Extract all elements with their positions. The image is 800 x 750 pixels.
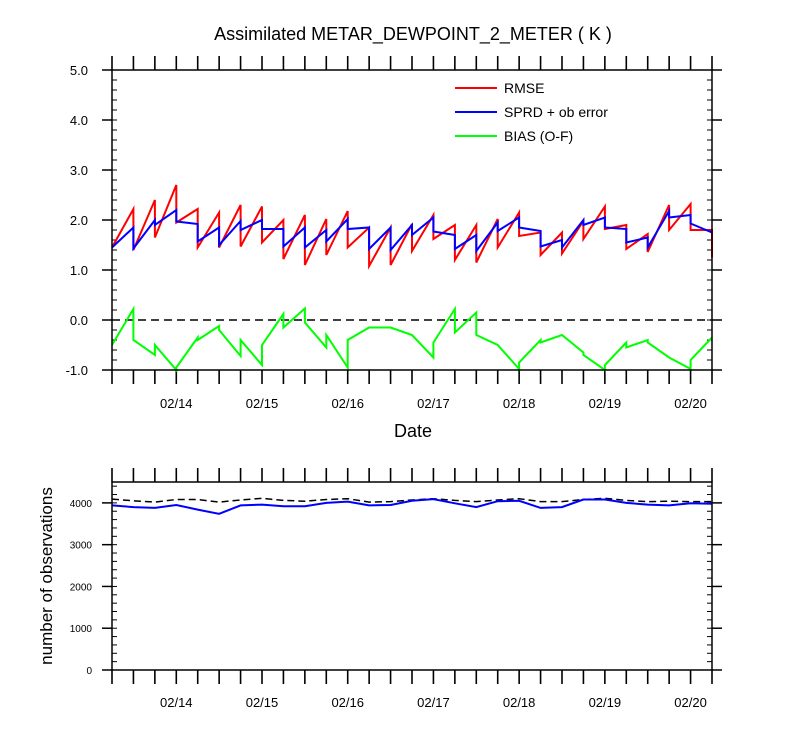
chart-title: Assimilated METAR_DEWPOINT_2_METER ( K ): [214, 24, 612, 45]
obs-plot-frame: [111, 481, 713, 671]
x-tick-label: 02/18: [503, 396, 536, 411]
obs-y-tick-label: 1000: [70, 624, 93, 635]
y-tick-label: 5.0: [70, 63, 88, 78]
obs-y-tick-label: 2000: [70, 582, 93, 593]
obs-x-tick-label: 02/17: [417, 695, 450, 710]
bottom-chart: 0 1000 2000 3000 4000 02/14 02/15 02/16 02/17 02/…: [37, 468, 722, 710]
x-tick-label: 02/16: [331, 396, 364, 411]
x-tick-label: 02/19: [589, 396, 622, 411]
y-tick-label: 1.0: [70, 263, 88, 278]
y-tick-label: 4.0: [70, 113, 88, 128]
obs-x-tick-label: 02/19: [589, 695, 622, 710]
obs-y-tick-label: 4000: [70, 499, 93, 510]
x-tick-label: 02/15: [246, 396, 279, 411]
plot-frame: [111, 69, 713, 371]
x-axis-label: Date: [394, 421, 432, 441]
x-tick-label: 02/14: [160, 396, 193, 411]
series-line-bias: [111, 305, 713, 373]
top-chart: Assimilated METAR_DEWPOINT_2_METER ( K )…: [66, 24, 722, 441]
obs-x-tick-label: 02/20: [674, 695, 707, 710]
obs-x-tick-label: 02/14: [160, 695, 193, 710]
legend-label-sprd: SPRD + ob error: [504, 104, 608, 120]
x-tick-label: 02/20: [674, 396, 707, 411]
obs-x-tick-label: 02/18: [503, 695, 536, 710]
obs-x-tick-label: 02/15: [246, 695, 279, 710]
obs-y-tick-label: 0: [86, 666, 92, 677]
y-tick-label: 3.0: [70, 163, 88, 178]
series-line-rmse: [111, 184, 713, 270]
y-tick-label: 2.0: [70, 213, 88, 228]
obs-x-tick-label: 02/16: [331, 695, 364, 710]
series-line-sprd: [111, 207, 713, 254]
y-tick-label: 0.0: [70, 313, 88, 328]
x-tick-label: 02/17: [417, 396, 450, 411]
obs-y-tick-label: 3000: [70, 541, 93, 552]
obs-series-line-used: [111, 498, 713, 515]
legend-label-rmse: RMSE: [504, 80, 544, 96]
obs-y-axis-label: number of observations: [37, 487, 56, 665]
legend-label-bias: BIAS (O-F): [504, 128, 573, 144]
y-tick-label: -1.0: [66, 363, 88, 378]
